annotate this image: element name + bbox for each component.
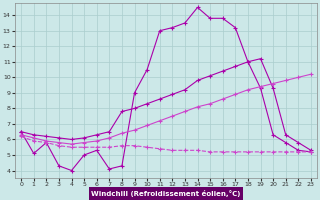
X-axis label: Windchill (Refroidissement éolien,°C): Windchill (Refroidissement éolien,°C) [91, 190, 241, 197]
